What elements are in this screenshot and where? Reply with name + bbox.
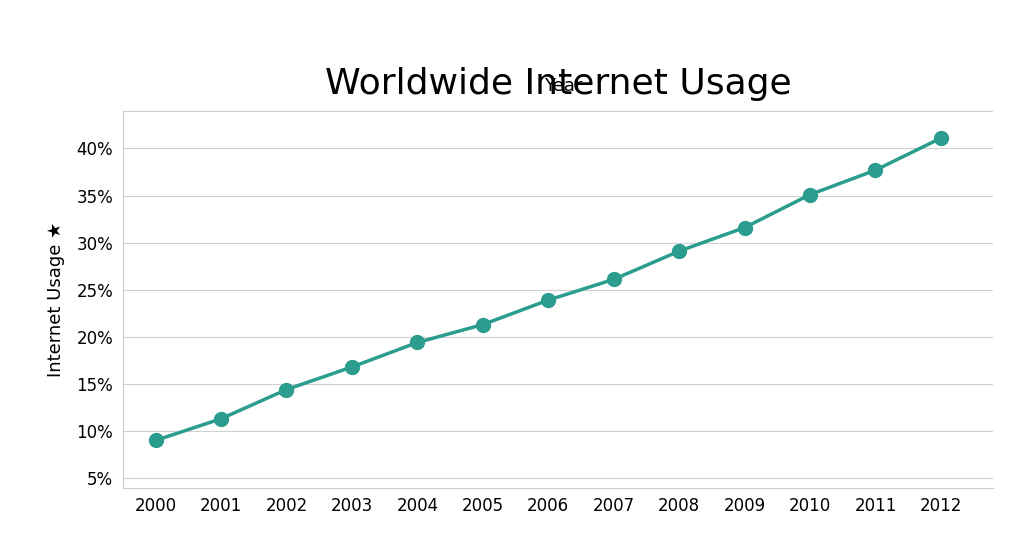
- Title: Worldwide Internet Usage: Worldwide Internet Usage: [325, 67, 792, 101]
- Y-axis label: Internet Usage ★: Internet Usage ★: [47, 222, 66, 377]
- Text: Year: Year: [544, 77, 583, 95]
